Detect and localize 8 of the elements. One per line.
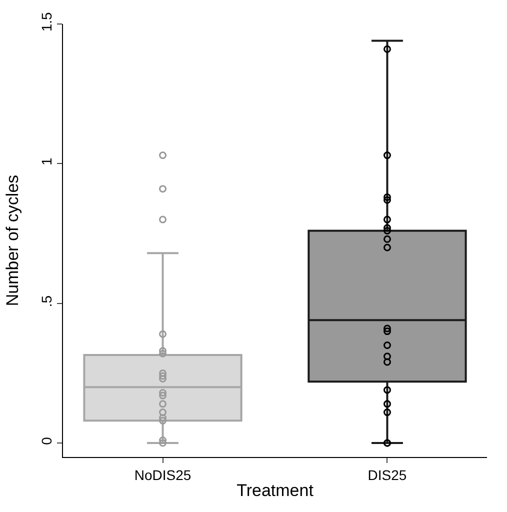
y-tick-label: 1.5 [38, 12, 54, 32]
y-axis-title: Number of cycles [2, 174, 22, 306]
x-axis-title: Treatment [236, 481, 314, 500]
y-tick-label: 1 [38, 157, 54, 166]
x-tick-label: NoDIS25 [134, 466, 192, 483]
x-tick-label: DIS25 [368, 466, 407, 483]
y-tick-label: .5 [38, 295, 54, 308]
y-tick-label: 0 [38, 436, 54, 445]
